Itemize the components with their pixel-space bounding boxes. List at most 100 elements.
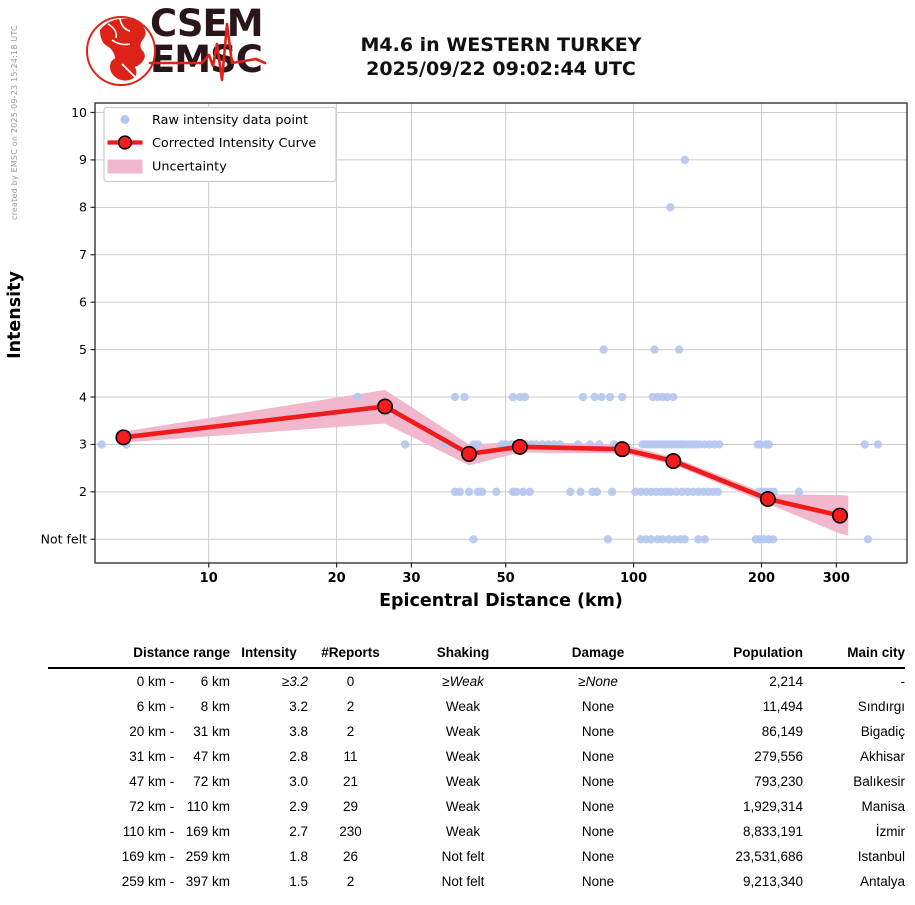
cell-reports: 2 bbox=[346, 874, 355, 889]
raw-point bbox=[664, 535, 673, 544]
cell-reports: 2 bbox=[346, 724, 355, 739]
cell-main-city: Bigadiç bbox=[860, 724, 905, 739]
raw-point bbox=[764, 440, 773, 449]
raw-point bbox=[873, 440, 883, 449]
cell-reports: 2 bbox=[346, 699, 355, 714]
cell-main-city: - bbox=[900, 674, 906, 689]
curve-point bbox=[461, 445, 478, 462]
raw-point bbox=[566, 487, 575, 497]
col-header-damage: Damage bbox=[533, 640, 663, 669]
distance-dash: - bbox=[169, 674, 175, 689]
legend-curve-marker bbox=[117, 135, 133, 150]
raw-point bbox=[525, 487, 535, 497]
y-tick-label: 3 bbox=[79, 437, 87, 452]
y-tick-label: 10 bbox=[71, 105, 87, 120]
cell-distance-range: 0 km - 6 km bbox=[48, 668, 230, 694]
cell-intensity: 1.8 bbox=[289, 849, 308, 864]
distance-from: 47 km bbox=[129, 774, 166, 789]
title-line2: 2025/09/22 09:02:44 UTC bbox=[366, 58, 636, 81]
raw-point bbox=[590, 392, 599, 402]
table-row: 20 km - 31 km 3.8 2 Weak None 86,149 Bigadiç bbox=[48, 719, 905, 744]
raw-point bbox=[674, 345, 684, 354]
raw-point bbox=[669, 392, 678, 402]
cell-main-city: Akhisar bbox=[859, 749, 905, 764]
cell-shaking: Weak bbox=[445, 799, 481, 814]
cell-damage: None bbox=[581, 699, 615, 714]
cell-intensity: 3.0 bbox=[289, 774, 308, 789]
distance-from: 169 km bbox=[121, 849, 166, 864]
distance-from: 20 km bbox=[129, 724, 166, 739]
x-tick-label: 200 bbox=[748, 571, 775, 586]
cell-distance-range: 169 km -259 km bbox=[48, 844, 230, 869]
cell-damage: None bbox=[581, 874, 615, 889]
cell-distance-range: 47 km - 72 km bbox=[48, 769, 230, 794]
cell-intensity: 1.5 bbox=[289, 874, 308, 889]
chart-title: M4.6 in WESTERN TURKEY 2025/09/22 09:02:… bbox=[250, 33, 752, 82]
cell-shaking: Weak bbox=[445, 724, 481, 739]
distance-to: 72 km bbox=[193, 774, 230, 789]
raw-point bbox=[353, 392, 362, 402]
cell-intensity: ≥3.2 bbox=[281, 674, 308, 689]
raw-point bbox=[666, 203, 675, 212]
cell-population: 86,149 bbox=[761, 724, 803, 739]
cell-intensity: 2.7 bbox=[289, 824, 308, 839]
raw-point bbox=[460, 392, 469, 402]
cell-shaking: ≥Weak bbox=[442, 674, 484, 689]
cell-intensity: 3.8 bbox=[289, 724, 308, 739]
raw-point bbox=[597, 392, 606, 402]
legend-label: Corrected Intensity Curve bbox=[152, 136, 316, 151]
raw-point bbox=[450, 392, 460, 402]
raw-point bbox=[650, 345, 659, 354]
cell-damage: None bbox=[581, 849, 615, 864]
y-tick-label: Not felt bbox=[41, 532, 87, 547]
distance-to: 6 km bbox=[200, 674, 230, 689]
cell-population: 793,230 bbox=[754, 774, 803, 789]
raw-point bbox=[663, 392, 672, 402]
cell-damage: None bbox=[581, 824, 615, 839]
cell-reports: 26 bbox=[342, 849, 359, 864]
distance-to: 47 km bbox=[193, 749, 230, 764]
cell-population: 1,929,314 bbox=[742, 799, 803, 814]
cell-main-city: İzmir bbox=[875, 824, 905, 839]
y-tick-label: 9 bbox=[79, 152, 87, 167]
legend-box bbox=[103, 106, 337, 183]
raw-point bbox=[519, 487, 528, 497]
raw-point bbox=[714, 440, 724, 449]
distance-from: 31 km bbox=[129, 749, 166, 764]
y-tick-label: 8 bbox=[79, 200, 87, 215]
cell-distance-range: 20 km - 31 km bbox=[48, 719, 230, 744]
cell-main-city: Istanbul bbox=[857, 849, 905, 864]
legend-band-swatch bbox=[107, 159, 143, 174]
cell-main-city: Manisa bbox=[861, 799, 905, 814]
cell-intensity: 3.2 bbox=[289, 699, 308, 714]
cell-shaking: Not felt bbox=[441, 874, 485, 889]
cell-distance-range: 6 km - 8 km bbox=[48, 694, 230, 719]
y-tick-label: 5 bbox=[79, 342, 87, 357]
raw-point bbox=[492, 487, 501, 497]
raw-point bbox=[794, 487, 804, 497]
legend-label: Raw intensity data point bbox=[152, 113, 308, 128]
raw-point bbox=[666, 487, 675, 497]
distance-dash: - bbox=[169, 874, 175, 889]
distance-dash: - bbox=[169, 749, 175, 764]
y-axis-label: Intensity bbox=[5, 270, 25, 358]
col-header--reports: #Reports bbox=[308, 640, 393, 669]
title-line1: M4.6 in WESTERN TURKEY bbox=[360, 34, 642, 56]
cell-reports: 11 bbox=[343, 749, 358, 764]
raw-point bbox=[477, 487, 487, 497]
curve-point bbox=[377, 398, 394, 415]
distance-to: 259 km bbox=[185, 849, 230, 864]
raw-point bbox=[599, 345, 608, 354]
x-tick-label: 10 bbox=[200, 571, 218, 586]
distance-from: 72 km bbox=[129, 799, 166, 814]
table-row: 0 km -6 km ≥3.2 0 ≥Weak ≥None 2,214- bbox=[48, 668, 905, 694]
distance-to: 8 km bbox=[200, 699, 230, 714]
raw-point bbox=[680, 535, 690, 544]
raw-point bbox=[520, 392, 530, 402]
distance-dash: - bbox=[169, 824, 175, 839]
cell-distance-range: 259 km -397 km bbox=[48, 869, 230, 894]
cell-shaking: Weak bbox=[445, 774, 481, 789]
raw-point bbox=[97, 440, 106, 449]
cell-population: 9,213,340 bbox=[742, 874, 803, 889]
cell-damage: None bbox=[581, 749, 615, 764]
